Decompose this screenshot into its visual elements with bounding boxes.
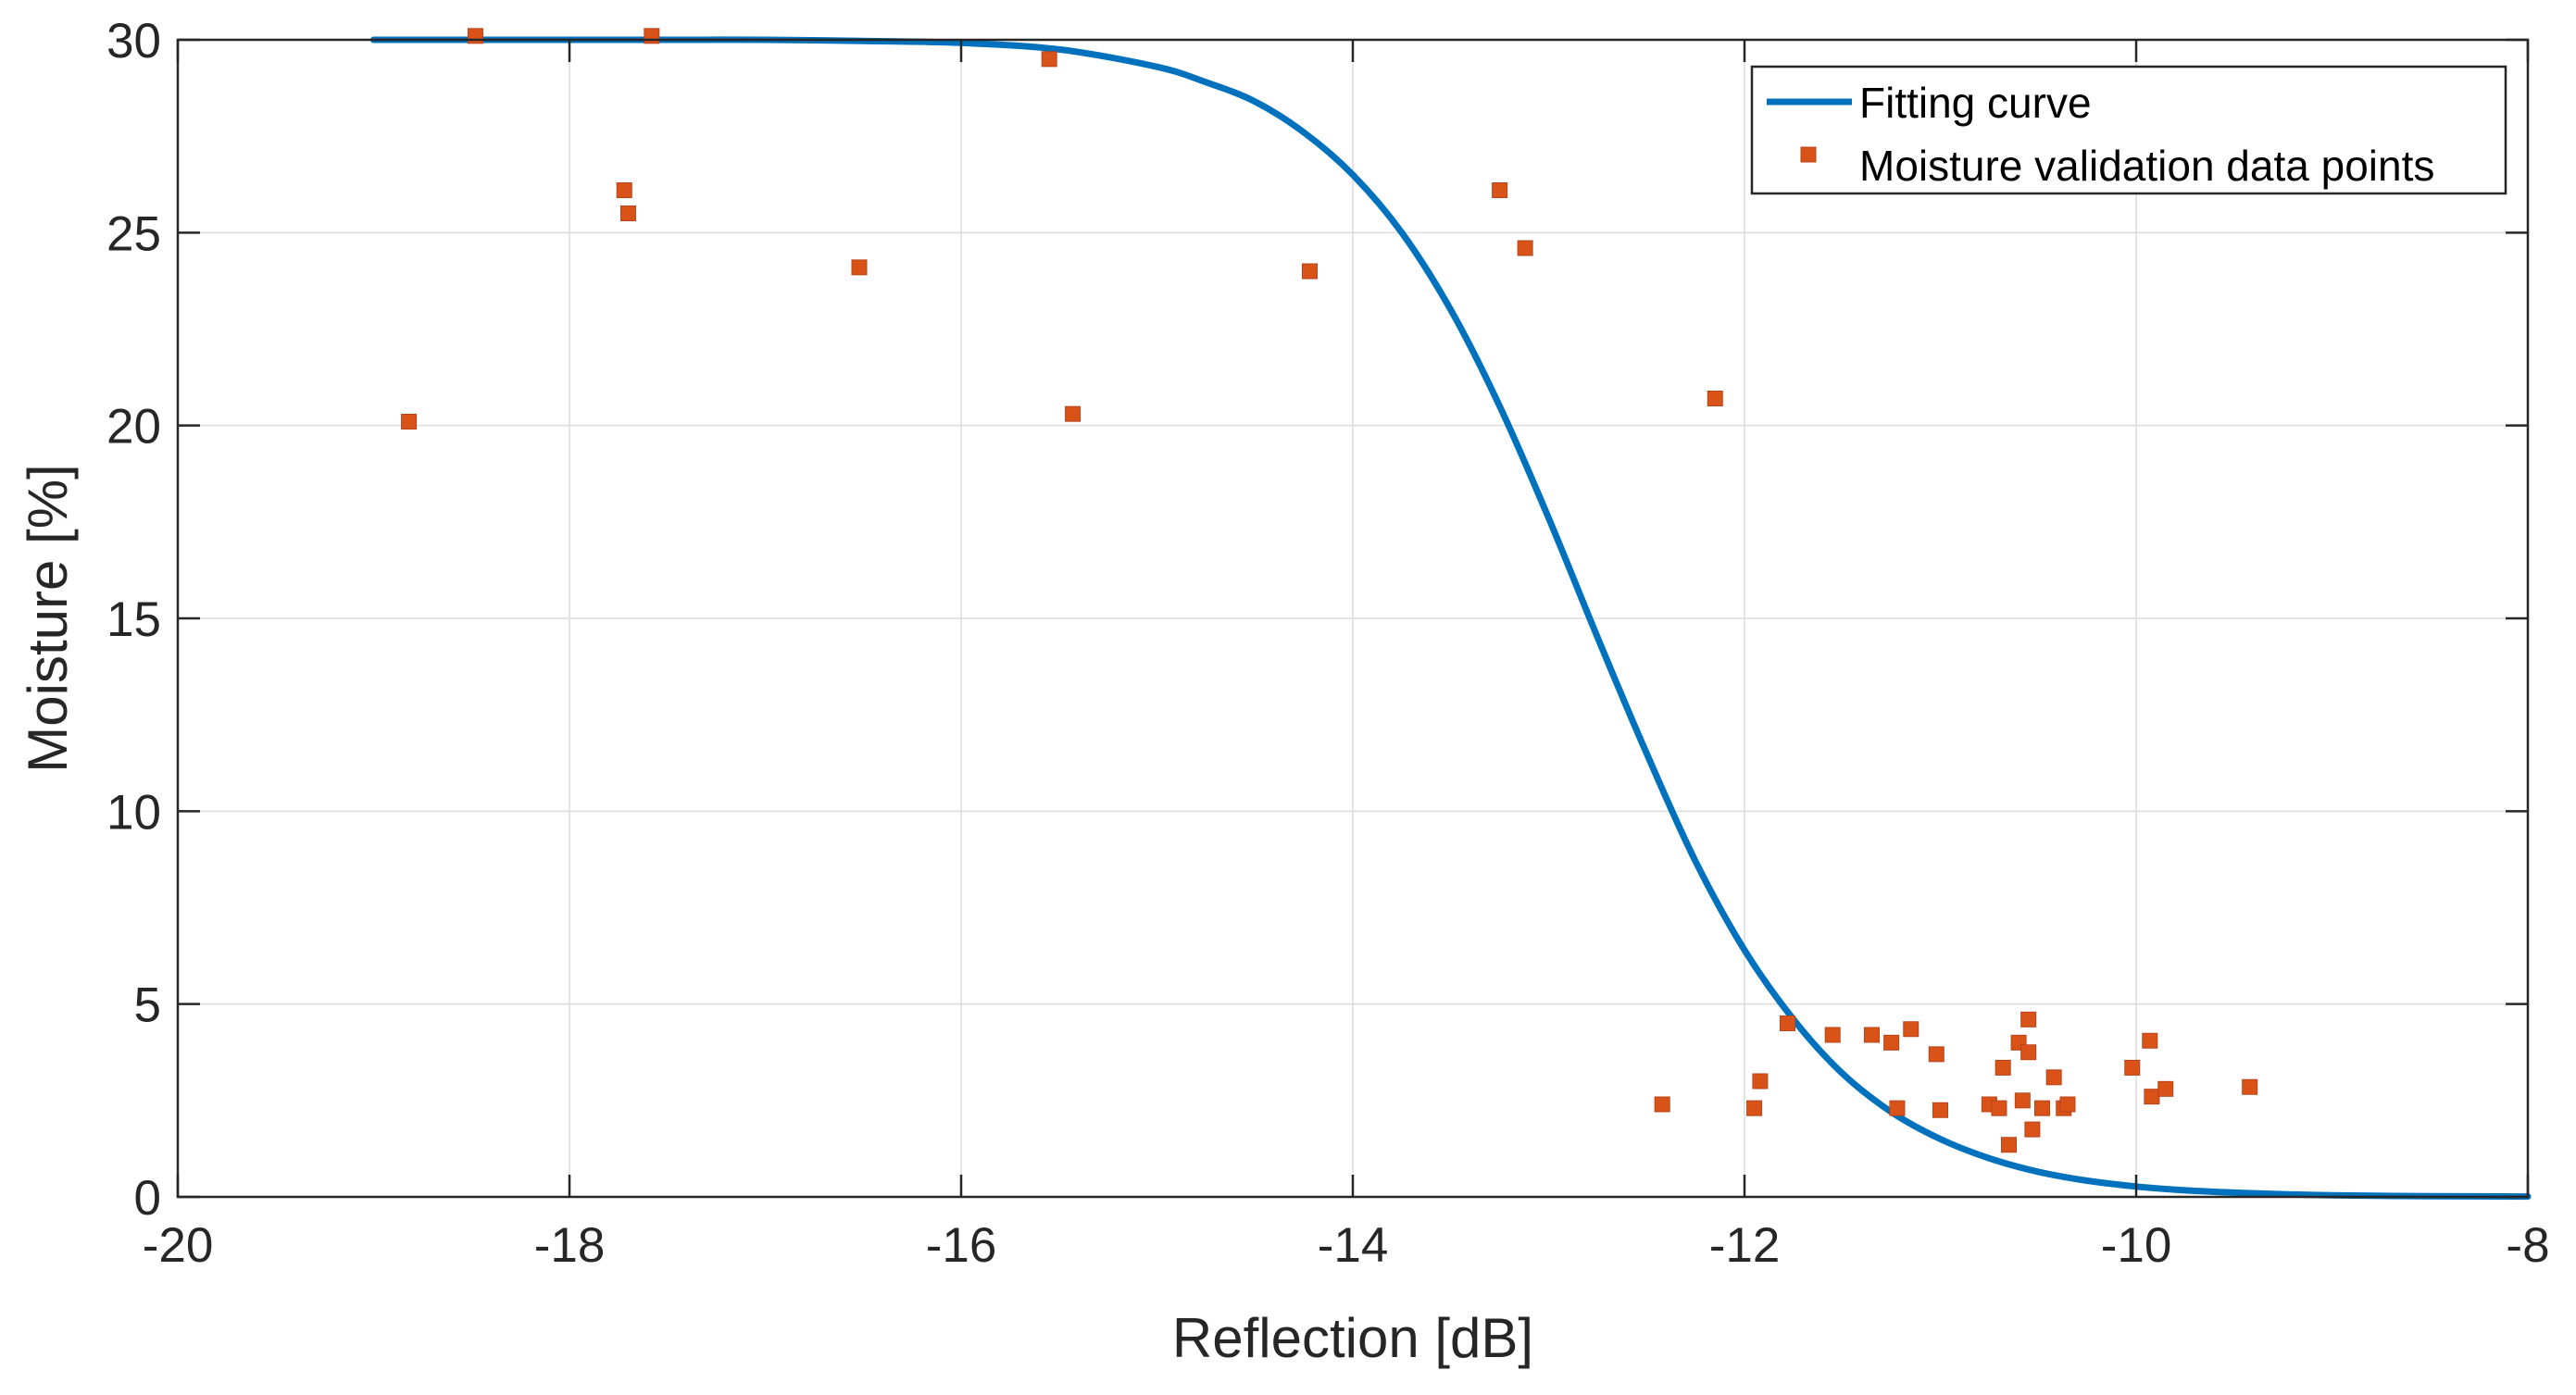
moisture-data-point	[1752, 1073, 1769, 1090]
legend-label-fitting-curve: Fitting curve	[1859, 79, 2092, 127]
moisture-data-point	[1824, 1027, 1841, 1043]
y-tick-label: 30	[106, 14, 161, 69]
y-tick-label: 0	[134, 1171, 161, 1226]
moisture-data-point	[1041, 51, 1057, 68]
x-tick-label: -18	[534, 1218, 606, 1273]
x-tick-labels: -20 -18 -16 -14 -12 -10 -8	[143, 1218, 2550, 1273]
x-tick-label: -14	[1318, 1218, 1389, 1273]
axis-ticks	[176, 38, 2530, 1199]
x-tick-label: -12	[1709, 1218, 1781, 1273]
x-tick-label: -20	[143, 1218, 214, 1273]
moisture-data-point	[1065, 405, 1082, 422]
moisture-data-point	[2142, 1032, 2158, 1049]
moisture-data-point	[2001, 1137, 2018, 1153]
y-tick-label: 5	[134, 978, 161, 1033]
y-axis-label: Moisture [%]	[17, 464, 79, 772]
moisture-data-point	[619, 206, 636, 221]
y-tick-label: 15	[106, 592, 161, 647]
moisture-data-point	[1654, 1096, 1670, 1113]
moisture-data-point	[1517, 240, 1533, 256]
moisture-data-point	[1932, 1102, 1948, 1118]
moisture-data-point	[2033, 1100, 2050, 1116]
moisture-data-point	[1889, 1100, 1906, 1116]
legend-marker-swatch	[1800, 146, 1817, 163]
moisture-data-point	[851, 259, 868, 276]
moisture-data-point	[1995, 1059, 2011, 1076]
y-tick-label: 25	[106, 206, 161, 261]
moisture-data-point	[1928, 1046, 1945, 1063]
x-tick-label: -16	[926, 1218, 997, 1273]
moisture-data-point	[2045, 1069, 2062, 1086]
y-tick-labels: 0 5 10 15 20 25 30	[106, 14, 161, 1226]
moisture-data-point	[2144, 1089, 2160, 1105]
moisture-data-point	[401, 414, 418, 430]
moisture-data-point	[1746, 1100, 1763, 1116]
x-tick-label: -8	[2506, 1218, 2549, 1273]
x-axis-label: Reflection [dB]	[1172, 1307, 1533, 1369]
moisture-data-point	[1883, 1034, 1900, 1051]
moisture-data-point	[2124, 1059, 2141, 1076]
legend: Fitting curve Moisture validation data p…	[1750, 65, 2507, 195]
moisture-data-point	[1492, 182, 1508, 198]
data-points-layer	[401, 28, 2258, 1153]
y-tick-label: 10	[106, 785, 161, 840]
moisture-data-point	[616, 182, 632, 198]
moisture-data-point	[2024, 1121, 2041, 1138]
moisture-data-point	[644, 28, 660, 44]
moisture-data-point	[2157, 1080, 2174, 1097]
legend-box	[1750, 65, 2507, 195]
y-tick-label: 20	[106, 400, 161, 455]
moisture-data-point	[1991, 1100, 2007, 1116]
moisture-data-point	[467, 28, 483, 44]
moisture-data-point	[2059, 1096, 2076, 1113]
legend-label-validation-points: Moisture validation data points	[1859, 142, 2434, 190]
moisture-data-point	[2020, 1044, 2037, 1061]
moisture-data-point	[2014, 1092, 2031, 1109]
moisture-data-point	[2242, 1078, 2258, 1095]
x-tick-label: -10	[2101, 1218, 2172, 1273]
moisture-data-point	[1903, 1021, 1919, 1038]
moisture-data-point	[1863, 1027, 1880, 1043]
moisture-data-point	[1780, 1015, 1796, 1031]
moisture-data-point	[2020, 1011, 2037, 1028]
moisture-data-point	[1301, 263, 1318, 280]
moisture-data-point	[1707, 391, 1723, 406]
grid-lines	[178, 40, 2528, 1197]
